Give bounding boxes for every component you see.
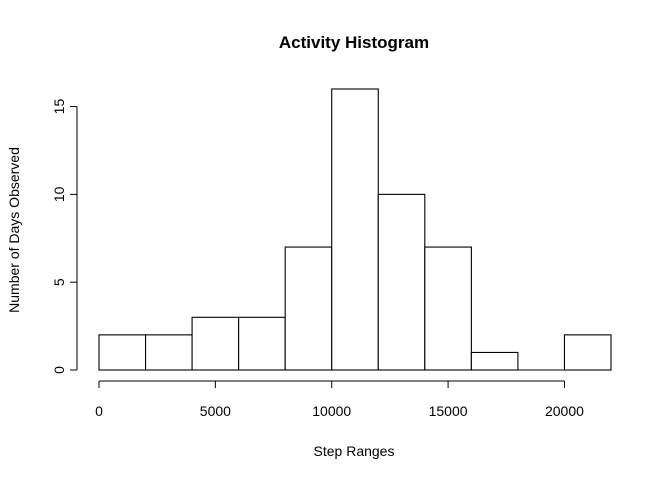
histogram-bar-3	[238, 316, 286, 371]
x-tick-label-2: 10000	[312, 403, 351, 419]
histogram-bar-0	[98, 334, 147, 371]
y-tick-label-0: 0	[51, 366, 67, 374]
y-tick-label-1: 5	[51, 278, 67, 286]
chart-title: Activity Histogram	[279, 33, 429, 52]
histogram-bar-4	[284, 246, 333, 371]
histogram-bar-6	[377, 193, 426, 371]
y-axis-label: Number of Days Observed	[6, 147, 22, 313]
x-tick-label-3: 15000	[429, 403, 468, 419]
histogram-bar-8	[470, 351, 519, 371]
x-tick-label-0: 0	[95, 403, 103, 419]
x-tick-label-1: 5000	[200, 403, 231, 419]
histogram-bar-10	[563, 334, 612, 371]
x-axis: 0 5000 10000 15000 20000	[95, 380, 584, 419]
histogram-bar-5	[331, 88, 379, 371]
histogram-bar-2	[191, 316, 240, 371]
y-tick-label-3: 15	[51, 99, 67, 115]
x-tick-label-4: 20000	[545, 403, 584, 419]
x-axis-label: Step Ranges	[314, 443, 395, 459]
histogram-bar-7	[424, 246, 472, 371]
y-tick-label-2: 10	[51, 186, 67, 202]
bars-group	[98, 88, 612, 371]
y-axis: 0 5 10 15	[51, 99, 78, 374]
histogram-bar-1	[144, 334, 193, 371]
